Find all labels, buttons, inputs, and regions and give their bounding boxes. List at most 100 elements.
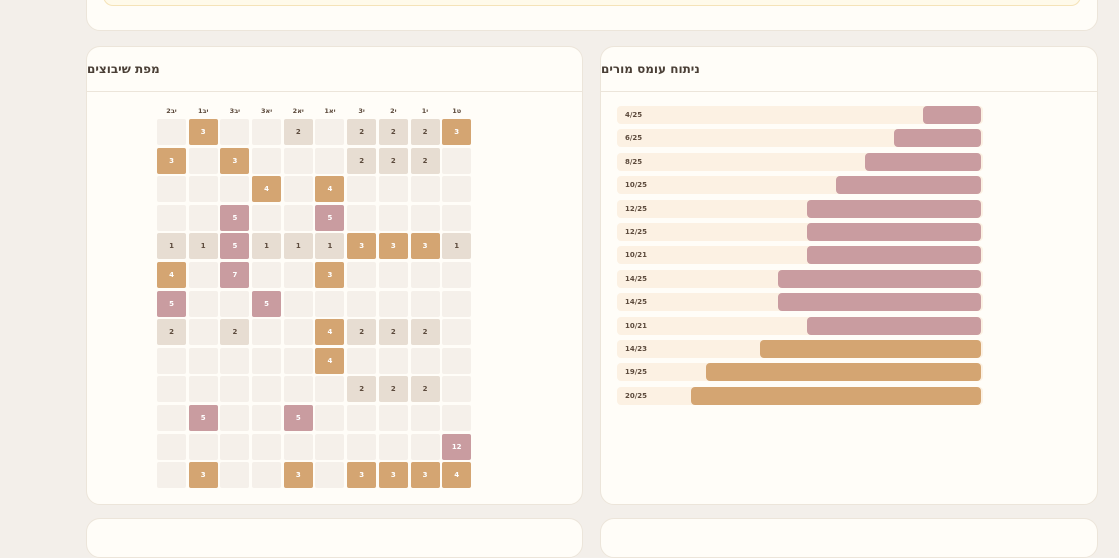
empty-cell[interactable]	[220, 347, 250, 374]
schedule-cell[interactable]: 2	[410, 376, 440, 403]
empty-cell[interactable]	[220, 119, 250, 145]
empty-cell[interactable]	[378, 347, 408, 374]
schedule-cell[interactable]: 2	[283, 119, 313, 145]
schedule-cell[interactable]: 4	[315, 176, 345, 203]
empty-cell[interactable]	[252, 462, 282, 489]
empty-cell[interactable]	[378, 404, 408, 431]
teacher-load-row[interactable]: 4/25	[617, 106, 983, 124]
empty-cell[interactable]	[315, 376, 345, 403]
schedule-cell[interactable]: 2	[347, 319, 377, 346]
empty-cell[interactable]	[220, 176, 250, 203]
schedule-cell[interactable]: 3	[347, 233, 377, 260]
schedule-cell[interactable]: 1	[252, 233, 282, 260]
empty-cell[interactable]	[410, 347, 440, 374]
empty-cell[interactable]	[283, 433, 313, 460]
empty-cell[interactable]	[283, 261, 313, 288]
empty-cell[interactable]	[188, 433, 218, 460]
empty-cell[interactable]	[442, 147, 472, 174]
empty-cell[interactable]	[252, 147, 282, 174]
empty-cell[interactable]	[442, 347, 472, 374]
schedule-cell[interactable]: 3	[188, 462, 218, 489]
teacher-load-row[interactable]: 14/25	[617, 293, 983, 312]
empty-cell[interactable]	[252, 204, 282, 231]
schedule-cell[interactable]: 3	[410, 233, 440, 260]
teacher-load-row[interactable]: 12/25	[617, 222, 983, 241]
empty-cell[interactable]	[157, 176, 186, 203]
empty-cell[interactable]	[283, 290, 313, 317]
empty-cell[interactable]	[442, 261, 472, 288]
schedule-cell[interactable]: 3	[347, 462, 377, 489]
schedule-cell[interactable]: 2	[378, 119, 408, 145]
empty-cell[interactable]	[188, 347, 218, 374]
teacher-load-row[interactable]: 19/25	[617, 363, 983, 382]
schedule-cell[interactable]: 2	[378, 319, 408, 346]
schedule-cell[interactable]: 4	[315, 347, 345, 374]
schedule-cell[interactable]: 7	[220, 261, 250, 288]
empty-cell[interactable]	[252, 433, 282, 460]
empty-cell[interactable]	[442, 404, 472, 431]
schedule-cell[interactable]: 4	[442, 462, 472, 489]
empty-cell[interactable]	[442, 204, 472, 231]
empty-cell[interactable]	[378, 204, 408, 231]
empty-cell[interactable]	[315, 119, 345, 145]
teacher-load-row[interactable]: 12/25	[617, 199, 983, 218]
empty-cell[interactable]	[378, 261, 408, 288]
schedule-cell[interactable]: 3	[410, 462, 440, 489]
schedule-cell[interactable]: 3	[157, 147, 186, 174]
schedule-cell[interactable]: 5	[252, 290, 282, 317]
schedule-cell[interactable]: 3	[378, 233, 408, 260]
empty-cell[interactable]	[315, 433, 345, 460]
empty-cell[interactable]	[347, 290, 377, 317]
teacher-load-row[interactable]: 14/23	[617, 339, 983, 358]
empty-cell[interactable]	[347, 404, 377, 431]
schedule-cell[interactable]: 1	[188, 233, 218, 260]
empty-cell[interactable]	[315, 404, 345, 431]
schedule-cell[interactable]: 5	[157, 290, 186, 317]
empty-cell[interactable]	[252, 119, 282, 145]
empty-cell[interactable]	[410, 404, 440, 431]
schedule-cell[interactable]: 2	[220, 319, 250, 346]
empty-cell[interactable]	[283, 176, 313, 203]
empty-cell[interactable]	[410, 176, 440, 203]
empty-cell[interactable]	[442, 376, 472, 403]
schedule-cell[interactable]: 2	[378, 147, 408, 174]
empty-cell[interactable]	[378, 290, 408, 317]
empty-cell[interactable]	[220, 462, 250, 489]
empty-cell[interactable]	[157, 347, 186, 374]
schedule-cell[interactable]: 3	[315, 261, 345, 288]
empty-cell[interactable]	[252, 404, 282, 431]
empty-cell[interactable]	[252, 261, 282, 288]
schedule-cell[interactable]: 5	[315, 204, 345, 231]
empty-cell[interactable]	[188, 204, 218, 231]
empty-cell[interactable]	[188, 290, 218, 317]
empty-cell[interactable]	[347, 204, 377, 231]
empty-cell[interactable]	[410, 290, 440, 317]
schedule-cell[interactable]: 2	[347, 119, 377, 145]
schedule-cell[interactable]: 3	[283, 462, 313, 489]
empty-cell[interactable]	[252, 319, 282, 346]
empty-cell[interactable]	[442, 319, 472, 346]
teacher-load-row[interactable]: 8/25	[617, 152, 983, 171]
empty-cell[interactable]	[157, 119, 186, 145]
schedule-cell[interactable]: 4	[252, 176, 282, 203]
empty-cell[interactable]	[252, 347, 282, 374]
empty-cell[interactable]	[188, 261, 218, 288]
empty-cell[interactable]	[315, 290, 345, 317]
schedule-cell[interactable]: 1	[315, 233, 345, 260]
teacher-load-row[interactable]: 10/21	[617, 316, 983, 335]
empty-cell[interactable]	[347, 433, 377, 460]
empty-cell[interactable]	[378, 433, 408, 460]
schedule-cell[interactable]: 5	[220, 233, 250, 260]
empty-cell[interactable]	[410, 433, 440, 460]
empty-cell[interactable]	[220, 433, 250, 460]
empty-cell[interactable]	[442, 176, 472, 203]
teacher-load-row[interactable]: 10/21	[617, 246, 983, 265]
schedule-cell[interactable]: 3	[378, 462, 408, 489]
empty-cell[interactable]	[188, 376, 218, 403]
empty-cell[interactable]	[157, 404, 186, 431]
schedule-cell[interactable]: 2	[410, 119, 440, 145]
schedule-cell[interactable]: 2	[157, 319, 186, 346]
empty-cell[interactable]	[283, 319, 313, 346]
empty-cell[interactable]	[347, 347, 377, 374]
schedule-cell[interactable]: 4	[315, 319, 345, 346]
